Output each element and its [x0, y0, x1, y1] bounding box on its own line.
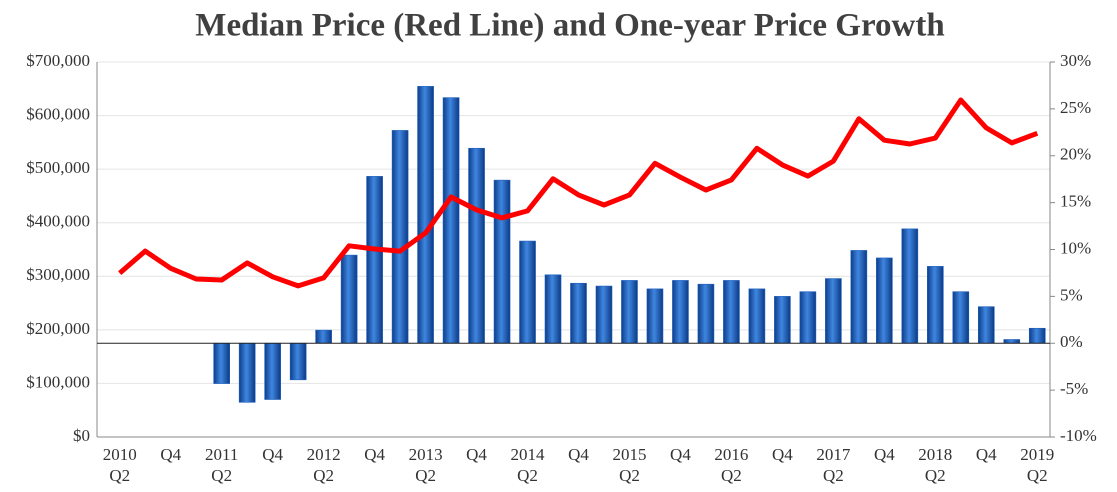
bar	[519, 240, 536, 344]
price-line	[118, 97, 1039, 289]
x-tick-label: 2011 Q2	[205, 445, 238, 485]
bar	[544, 274, 562, 344]
y-tick-label: $600,000	[26, 104, 90, 123]
x-tick-label: Q4	[874, 445, 895, 464]
bar	[238, 342, 256, 403]
x-tick-label: 2015 Q2	[612, 445, 646, 485]
y-tick-label: $100,000	[26, 372, 90, 391]
x-tick-label: Q4	[772, 445, 793, 464]
y2-tick-label: 15%	[1060, 192, 1091, 211]
bar	[213, 342, 230, 384]
y2-tick-label: 20%	[1060, 145, 1091, 164]
x-tick-label: 2014 Q2	[511, 445, 546, 485]
bar	[570, 282, 587, 344]
x-tick-label: 2017 Q2	[816, 445, 851, 485]
bar	[315, 329, 332, 344]
bar	[493, 179, 511, 344]
y2-tick-label: 10%	[1060, 238, 1091, 257]
bar	[799, 291, 817, 344]
y-tick-label: $0	[73, 426, 90, 445]
bar	[1028, 327, 1046, 344]
x-tick-label: Q4	[976, 445, 997, 464]
x-tick-label: 2013 Q2	[409, 445, 443, 485]
bar	[927, 266, 944, 344]
bar	[417, 86, 434, 344]
x-tick-label: Q4	[466, 445, 487, 464]
y-tick-label: $400,000	[26, 212, 90, 231]
x-tick-label: 2016 Q2	[714, 445, 748, 485]
bar	[289, 342, 307, 381]
bar	[825, 278, 842, 344]
bar	[264, 342, 281, 400]
x-tick-label: Q4	[568, 445, 589, 464]
bar	[646, 288, 664, 344]
bar	[366, 176, 383, 344]
y2-tick-label: -5%	[1060, 379, 1088, 398]
bar	[952, 291, 970, 344]
y2-tick-label: 30%	[1060, 51, 1091, 70]
bar	[901, 228, 919, 344]
x-tick-label: 2012 Q2	[307, 445, 341, 485]
bar	[748, 288, 766, 344]
y-tick-label: $700,000	[26, 51, 90, 70]
bar	[774, 296, 791, 344]
bar	[442, 97, 460, 344]
bar	[672, 280, 689, 344]
y-tick-label: $200,000	[26, 319, 90, 338]
x-tick-label: Q4	[670, 445, 691, 464]
x-tick-label: 2018 Q2	[918, 445, 952, 485]
y-tick-label: $500,000	[26, 158, 90, 177]
y2-tick-label: 25%	[1060, 98, 1091, 117]
bar	[595, 285, 613, 344]
x-tick-label: Q4	[364, 445, 385, 464]
y-tick-label: $300,000	[26, 265, 90, 284]
bar	[391, 130, 409, 344]
bar	[621, 280, 638, 344]
x-tick-label: Q4	[262, 445, 283, 464]
bar	[977, 306, 995, 344]
y2-tick-label: -10%	[1060, 426, 1097, 445]
x-tick-label: Q4	[160, 445, 181, 464]
bar	[876, 257, 893, 344]
x-tick-label: 2019 Q2	[1020, 445, 1054, 485]
bar	[468, 147, 485, 344]
bar	[340, 254, 358, 344]
bar	[850, 250, 868, 344]
bar	[1003, 339, 1021, 344]
chart-title: Median Price (Red Line) and One-year Pri…	[195, 8, 944, 44]
y2-tick-label: 0%	[1060, 332, 1083, 351]
bar	[697, 283, 715, 344]
bar	[723, 280, 740, 344]
y2-tick-label: 5%	[1060, 285, 1083, 304]
x-tick-label: 2010 Q2	[103, 445, 137, 485]
